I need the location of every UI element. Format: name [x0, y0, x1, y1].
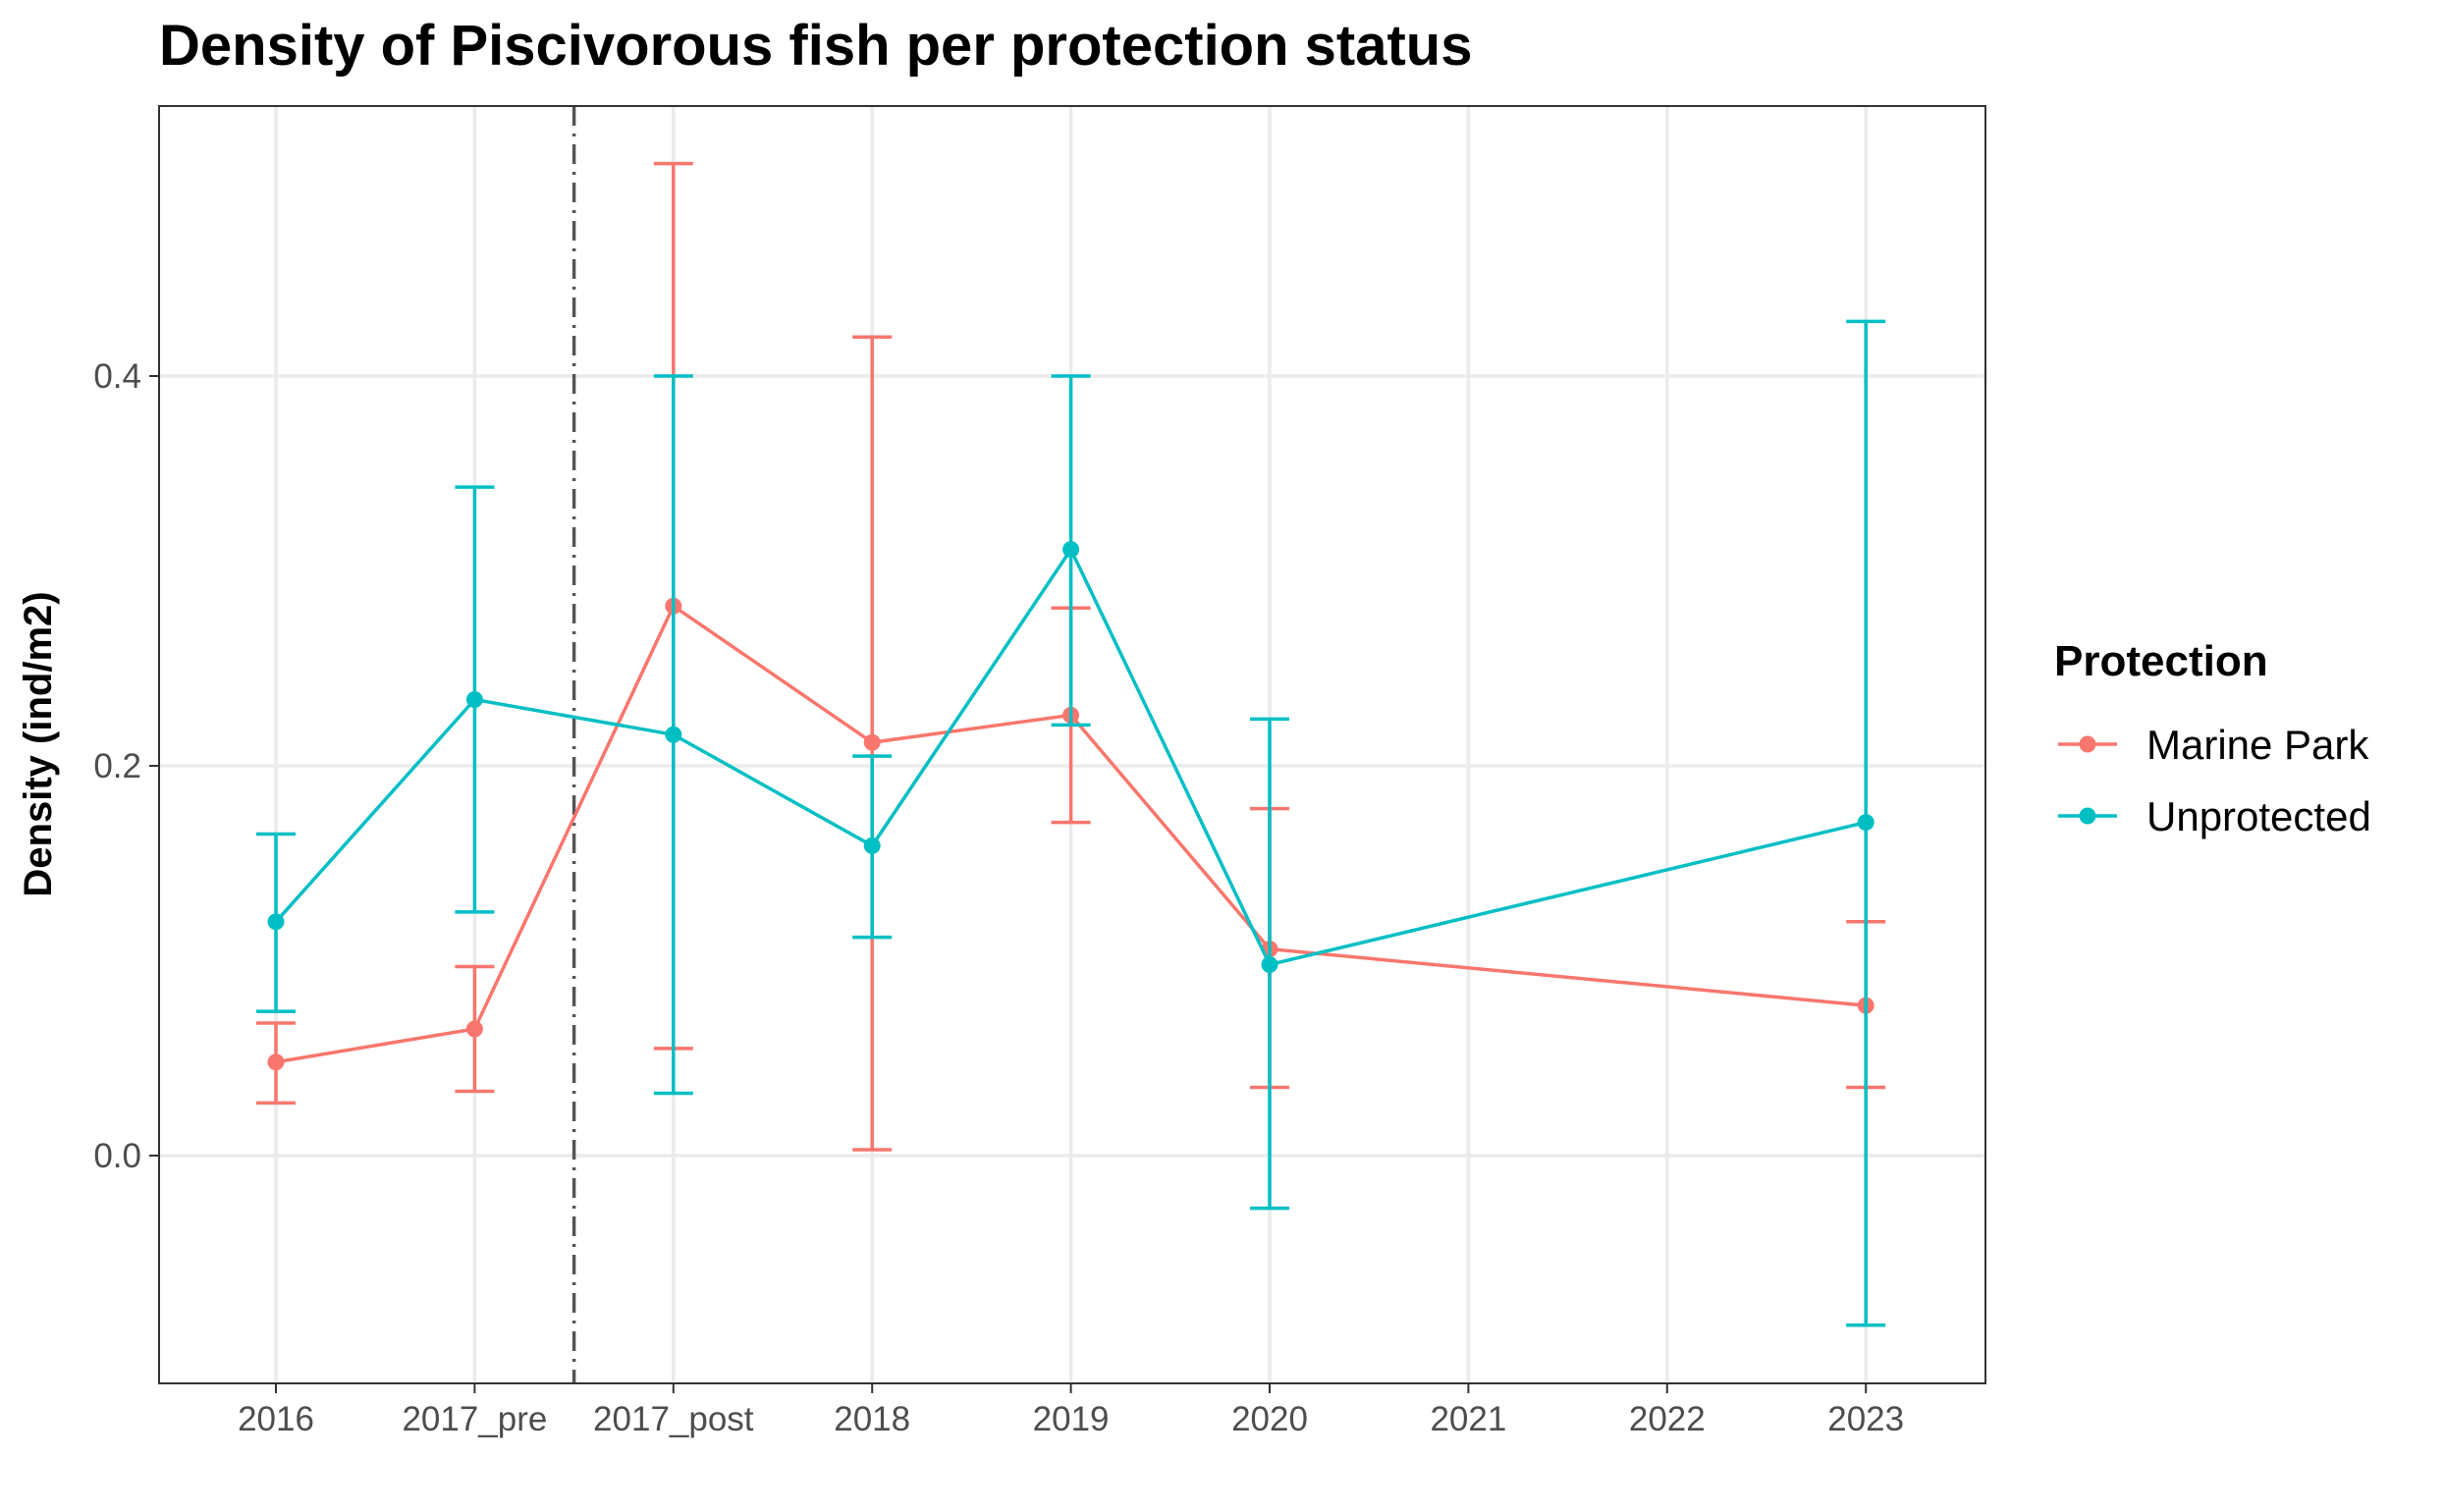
plot-border — [158, 105, 1986, 1384]
x-tick-label: 2016 — [238, 1400, 314, 1438]
data-point — [465, 691, 483, 709]
data-point — [665, 726, 682, 743]
data-point — [267, 913, 285, 931]
legend-label: Marine Park — [2146, 722, 2369, 768]
y-axis: 0.0 0.2 0.4 — [93, 357, 159, 1175]
x-tick-label: 2022 — [1629, 1400, 1706, 1438]
y-tick-label: 0.0 — [93, 1137, 141, 1175]
y-tick-label: 0.4 — [93, 357, 141, 396]
series-unprotected — [256, 319, 1886, 1327]
series-layer — [256, 161, 1886, 1327]
data-point — [1857, 814, 1874, 832]
data-point — [1261, 955, 1278, 973]
chart-title: Density of Piscivorous fish per protecti… — [159, 14, 1472, 78]
data-point — [465, 1020, 483, 1038]
legend: Protection Marine Park Unprotected — [2054, 637, 2371, 839]
x-tick-label: 2021 — [1430, 1400, 1506, 1438]
x-tick-label: 2018 — [834, 1400, 910, 1438]
x-tick-label: 2020 — [1231, 1400, 1308, 1438]
y-axis-title: Density (ind/m2) — [17, 591, 60, 896]
legend-key-point — [2079, 807, 2096, 825]
x-tick-label: 2023 — [1827, 1400, 1904, 1438]
data-point — [1062, 541, 1080, 559]
x-tick-label: 2019 — [1033, 1400, 1110, 1438]
legend-label: Unprotected — [2146, 793, 2371, 839]
data-point — [863, 733, 881, 751]
data-point — [267, 1053, 285, 1071]
legend-key-point — [2079, 735, 2096, 753]
legend-item: Marine Park — [2058, 722, 2369, 768]
x-tick-label: 2017_post — [593, 1400, 754, 1438]
panel-border-rect — [158, 105, 1986, 1384]
x-tick-label: 2017_pre — [402, 1400, 547, 1438]
y-tick-label: 0.2 — [93, 747, 141, 785]
legend-item: Unprotected — [2058, 793, 2371, 839]
x-axis: 2016 2017_pre 2017_post 2018 2019 2020 2021 202… — [238, 1383, 1904, 1438]
data-point — [863, 837, 881, 854]
legend-title: Protection — [2054, 637, 2268, 685]
